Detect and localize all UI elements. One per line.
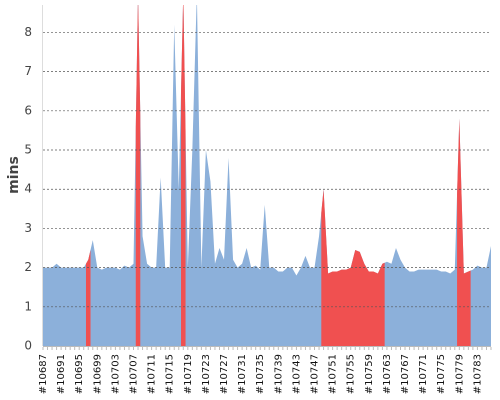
- x-tick-label: #10755: [346, 354, 357, 394]
- x-tick-label: #10695: [74, 354, 85, 394]
- y-tick-label: 5: [24, 143, 32, 157]
- x-tick-label: #10743: [291, 354, 302, 394]
- x-tick-label: #10763: [382, 354, 393, 394]
- x-tick-label: #10723: [201, 354, 212, 394]
- x-tick-label: #10747: [310, 354, 321, 394]
- x-tick-label: #10779: [454, 354, 465, 394]
- x-tick-label: #10731: [237, 354, 248, 394]
- x-tick-label: #10687: [38, 354, 49, 394]
- y-tick-label: 0: [24, 339, 32, 353]
- x-tick-label: #10739: [273, 354, 284, 394]
- highlight-area: [457, 118, 471, 346]
- x-tick-label: #10719: [183, 354, 194, 394]
- x-tick-label: #10775: [436, 354, 447, 394]
- x-tick-label: #10783: [472, 354, 483, 394]
- x-tick-label: #10771: [418, 354, 429, 394]
- highlight-area: [135, 5, 141, 346]
- y-tick-label: 4: [24, 182, 32, 196]
- y-tick-label: 1: [24, 299, 32, 313]
- y-tick-label: 8: [24, 25, 32, 39]
- x-tick-label: #10727: [219, 354, 230, 394]
- x-tick-label: #10751: [328, 354, 339, 394]
- highlight-area: [85, 249, 91, 346]
- y-tick-label: 6: [24, 103, 32, 117]
- plot-area: [43, 5, 491, 346]
- y-tick-label: 7: [24, 64, 32, 78]
- area: [43, 5, 491, 346]
- x-tick-label: #10703: [110, 354, 121, 394]
- x-tick-label: #10715: [165, 354, 176, 394]
- x-tick-label: #10699: [92, 354, 103, 394]
- x-tick-label: #10735: [255, 354, 266, 394]
- x-tick-label: #10759: [364, 354, 375, 394]
- x-tick-label: #10711: [147, 354, 158, 394]
- y-tick-label: 2: [24, 260, 32, 274]
- x-tick-label: #10691: [56, 354, 67, 394]
- x-tick-label: #10707: [129, 354, 140, 394]
- highlight-area: [181, 5, 186, 346]
- y-axis-label: mins: [6, 156, 22, 194]
- y-tick-label: 3: [24, 221, 32, 235]
- x-tick-label: #10767: [400, 354, 411, 394]
